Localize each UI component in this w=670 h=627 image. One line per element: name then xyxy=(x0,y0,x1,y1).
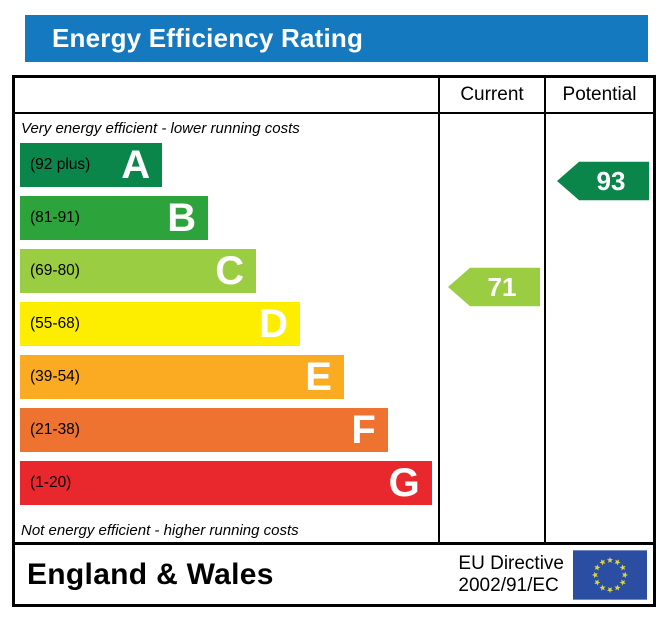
band-bar: (1-20) G xyxy=(20,461,432,505)
band-range-label: (39-54) xyxy=(30,368,80,385)
band-letter: F xyxy=(351,408,376,452)
bottom-note: Not energy efficient - higher running co… xyxy=(21,522,299,539)
band-bar: (69-80) C xyxy=(20,249,257,293)
current-column: 71 xyxy=(438,114,544,542)
potential-rating-value: 93 xyxy=(596,165,626,196)
potential-column: 93 xyxy=(544,114,653,542)
band-range-label: (55-68) xyxy=(30,315,80,332)
band-range-label: (1-20) xyxy=(30,474,72,491)
region-label: England & Wales xyxy=(27,557,274,591)
band-range-label: (21-38) xyxy=(30,421,80,438)
band-letter: D xyxy=(259,302,289,346)
band-bar: (92 plus) A xyxy=(20,143,163,187)
table-header-row: Current Potential xyxy=(15,78,653,114)
chart-title: Energy Efficiency Rating xyxy=(52,23,364,53)
band-list: (92 plus) A (81-91) B (69-80) C (55-68) … xyxy=(15,143,438,514)
band-letter: G xyxy=(388,461,420,505)
band-row: (92 plus) A xyxy=(20,143,438,196)
band-letter: A xyxy=(121,143,151,187)
band-range-label: (81-91) xyxy=(30,209,80,226)
band-row: (1-20) G xyxy=(20,461,438,514)
eu-flag-icon xyxy=(573,549,647,600)
header-cell-empty xyxy=(15,78,438,112)
band-range-label: (69-80) xyxy=(30,262,80,279)
band-letter: C xyxy=(215,249,245,293)
band-bar: (21-38) F xyxy=(20,408,388,452)
current-rating-arrow: 71 xyxy=(448,267,540,307)
band-row: (81-91) B xyxy=(20,196,438,249)
band-scale-area: Very energy efficient - lower running co… xyxy=(15,114,438,542)
band-range-label: (92 plus) xyxy=(30,156,91,173)
column-header-current: Current xyxy=(438,78,544,112)
band-bar: (55-68) D xyxy=(20,302,301,346)
band-bar: (81-91) B xyxy=(20,196,209,240)
band-row: (39-54) E xyxy=(20,355,438,408)
rating-table: Current Potential Very energy efficient … xyxy=(12,75,656,545)
top-note: Very energy efficient - lower running co… xyxy=(21,120,300,137)
band-letter: E xyxy=(305,355,332,399)
band-row: (69-80) C xyxy=(20,249,438,302)
current-rating-value: 71 xyxy=(487,271,517,302)
footer-strip: England & Wales EU Directive 2002/91/EC xyxy=(12,543,656,607)
column-header-potential: Potential xyxy=(544,78,653,112)
eu-directive-label: EU Directive 2002/91/EC xyxy=(458,552,564,596)
table-body-row: Very energy efficient - lower running co… xyxy=(15,114,653,542)
band-row: (21-38) F xyxy=(20,408,438,461)
band-letter: B xyxy=(167,196,197,240)
chart-title-bar: Energy Efficiency Rating xyxy=(25,15,648,62)
band-bar: (39-54) E xyxy=(20,355,344,399)
band-row: (55-68) D xyxy=(20,302,438,355)
potential-rating-arrow: 93 xyxy=(557,161,649,201)
